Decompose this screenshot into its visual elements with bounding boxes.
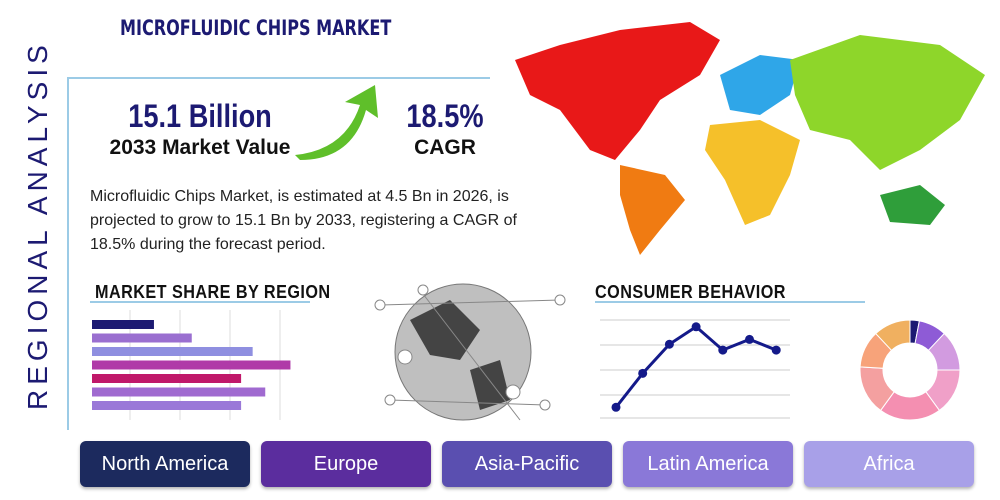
bar: [92, 374, 242, 383]
bar: [92, 347, 253, 356]
region-button[interactable]: Africa: [804, 441, 974, 487]
arrow: [295, 85, 378, 160]
bar: [92, 401, 242, 410]
bar: [92, 387, 266, 397]
stat-value: 15.1 Billion: [128, 98, 272, 134]
region-button[interactable]: Latin America: [623, 441, 793, 487]
title: MICROFLUIDIC CHIPS MARKET: [120, 16, 392, 40]
bar: [92, 360, 291, 370]
region-button[interactable]: Europe: [261, 441, 431, 487]
point: [638, 368, 648, 378]
region-button[interactable]: North America: [80, 441, 250, 487]
region-button[interactable]: Asia-Pacific: [442, 441, 612, 487]
globe-land: [410, 300, 510, 410]
section-title: MARKET SHARE BY REGION: [95, 282, 331, 302]
side-label: REGIONAL ANALYSIS: [22, 40, 53, 410]
europe: [720, 55, 800, 115]
point: [771, 345, 781, 355]
point: [611, 402, 621, 412]
point: [664, 339, 674, 349]
donut-slice: [875, 319, 911, 352]
south-america: [620, 165, 685, 255]
stat-value: 18.5%: [406, 98, 484, 134]
north-america: [515, 22, 720, 160]
share-chart: [92, 310, 291, 420]
bar: [92, 320, 154, 329]
bar: [92, 333, 192, 343]
asia: [790, 35, 985, 170]
africa: [705, 120, 800, 225]
mix-chart: [859, 319, 961, 421]
oceania: [880, 185, 945, 225]
description: Microfluidic Chips Market, is estimated …: [90, 188, 517, 253]
behavior-chart: [600, 319, 790, 419]
point: [718, 345, 728, 355]
point: [745, 334, 754, 344]
section-title: CONSUMER BEHAVIOR: [595, 282, 786, 302]
network: [374, 284, 566, 421]
point: [691, 322, 701, 332]
frame: [67, 77, 490, 430]
stat-label: 2033 Market Value: [109, 136, 291, 159]
stat-label: CAGR: [414, 136, 476, 159]
